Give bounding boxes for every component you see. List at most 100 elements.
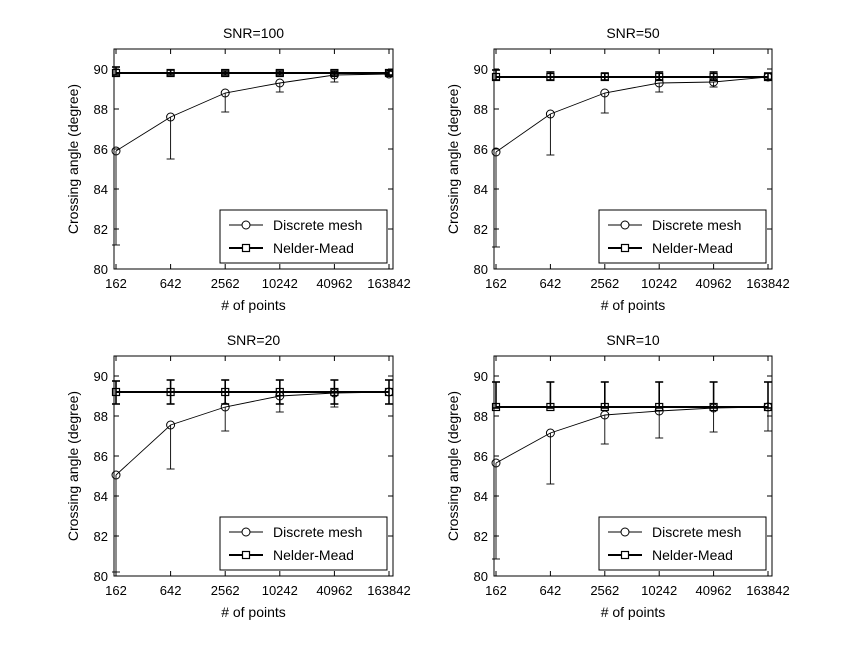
discrete-mesh-marker — [111, 470, 121, 480]
y-tick-label: 82 — [94, 529, 108, 544]
x-tick-label: 162 — [485, 276, 507, 291]
discrete-mesh-marker — [491, 458, 501, 468]
nelder-mead-marker — [384, 387, 394, 397]
nelder-mead-marker — [600, 72, 609, 82]
x-tick-label: 163842 — [367, 276, 410, 291]
nelder-mead-marker — [166, 387, 175, 397]
legend-marker-nelder-mead — [620, 243, 630, 253]
legend-marker-nelder-mead — [620, 550, 630, 560]
x-tick-label: 40962 — [696, 276, 732, 291]
y-axis-label: Crossing angle (degree) — [65, 84, 81, 234]
y-tick-label: 88 — [474, 102, 488, 117]
nelder-mead-marker — [546, 72, 555, 82]
chart-title: SNR=10 — [606, 332, 660, 348]
x-tick-label: 162 — [105, 276, 127, 291]
nelder-mead-marker — [709, 402, 718, 412]
y-tick-label: 80 — [474, 262, 488, 277]
y-tick-label: 82 — [94, 222, 108, 237]
legend-box — [219, 209, 388, 264]
x-tick-label: 10242 — [262, 276, 298, 291]
discrete-mesh-series-line — [115, 73, 390, 152]
y-tick-label: 82 — [474, 222, 488, 237]
x-tick-label: 10242 — [641, 583, 677, 598]
legend-label: Nelder-Mead — [273, 240, 354, 256]
x-tick-label: 642 — [160, 583, 182, 598]
legend-label: Discrete mesh — [273, 524, 362, 540]
nelder-mead-marker — [763, 72, 773, 82]
discrete-mesh-marker — [600, 88, 610, 98]
y-tick-label: 84 — [474, 489, 488, 504]
x-axis-label: # of points — [221, 297, 286, 313]
nelder-mead-marker — [275, 387, 284, 397]
legend-marker-discrete-mesh — [620, 527, 630, 537]
x-tick-label: 162 — [485, 583, 507, 598]
x-tick-label: 10242 — [262, 583, 298, 598]
legend-marker-nelder-mead — [241, 550, 251, 560]
subplot-snr-20: SNR=20 80 82 84 86 88 90 162 642 2562 10242 40962 16… — [65, 332, 411, 620]
nelder-mead-marker — [111, 387, 121, 397]
y-tick-label: 86 — [474, 449, 488, 464]
subplot-snr-50: SNR=50 80 82 84 86 88 90 162 642 2562 10242 40962 16… — [445, 25, 790, 313]
y-tick-label: 80 — [94, 569, 108, 584]
y-tick-label: 84 — [94, 182, 108, 197]
discrete-mesh-marker — [166, 112, 176, 122]
x-tick-label: 162 — [105, 583, 127, 598]
y-tick-label: 88 — [474, 409, 488, 424]
legend-marker-discrete-mesh — [620, 220, 630, 230]
legend-label: Discrete mesh — [652, 217, 741, 233]
x-tick-label: 40962 — [316, 583, 352, 598]
discrete-mesh-marker — [166, 420, 176, 430]
y-axis-label: Crossing angle (degree) — [445, 84, 461, 234]
x-axis-label: # of points — [601, 297, 666, 313]
nelder-mead-marker — [491, 402, 501, 412]
x-tick-label: 2562 — [211, 583, 240, 598]
discrete-mesh-marker — [545, 428, 555, 438]
nelder-mead-marker — [330, 387, 339, 397]
x-tick-label: 40962 — [316, 276, 352, 291]
legend-marker-discrete-mesh — [241, 220, 251, 230]
chart-title: SNR=20 — [227, 332, 281, 348]
discrete-mesh-marker — [275, 78, 285, 88]
nelder-mead-marker — [546, 402, 555, 412]
subplot-snr-10: SNR=10 80 82 84 86 88 90 162 642 2562 10242 40962 16… — [445, 332, 790, 620]
legend-label: Nelder-Mead — [652, 240, 733, 256]
y-tick-label: 84 — [94, 489, 108, 504]
legend-box — [219, 516, 388, 571]
x-tick-label: 2562 — [590, 276, 619, 291]
nelder-mead-marker — [763, 402, 773, 412]
nelder-mead-marker — [655, 402, 664, 412]
x-tick-label: 163842 — [367, 583, 410, 598]
y-axis-label: Crossing angle (degree) — [65, 391, 81, 541]
y-tick-label: 80 — [474, 569, 488, 584]
y-tick-label: 86 — [94, 449, 108, 464]
x-tick-label: 642 — [540, 276, 562, 291]
x-tick-label: 2562 — [590, 583, 619, 598]
x-tick-label: 40962 — [696, 583, 732, 598]
x-axis-label: # of points — [221, 604, 286, 620]
discrete-mesh-marker — [545, 109, 555, 119]
legend-marker-nelder-mead — [241, 243, 251, 253]
x-tick-label: 163842 — [746, 276, 789, 291]
legend-box — [598, 516, 767, 571]
x-tick-label: 642 — [540, 583, 562, 598]
nelder-mead-marker — [600, 402, 609, 412]
y-tick-label: 84 — [474, 182, 488, 197]
legend-box — [598, 209, 767, 264]
discrete-mesh-marker — [491, 147, 501, 157]
nelder-mead-marker — [166, 68, 175, 78]
y-axis-label: Crossing angle (degree) — [445, 391, 461, 541]
legend-label: Nelder-Mead — [273, 547, 354, 563]
legend-label: Nelder-Mead — [652, 547, 733, 563]
legend: Discrete mesh Nelder-Mead — [598, 209, 767, 264]
x-axis-label: # of points — [601, 604, 666, 620]
y-tick-label: 90 — [94, 369, 108, 384]
y-tick-label: 86 — [474, 142, 488, 157]
y-tick-label: 90 — [474, 369, 488, 384]
legend-marker-discrete-mesh — [241, 527, 251, 537]
x-tick-label: 10242 — [641, 276, 677, 291]
nelder-mead-marker — [275, 68, 284, 78]
y-tick-label: 88 — [94, 409, 108, 424]
chart-title: SNR=50 — [606, 25, 660, 41]
nelder-mead-marker — [330, 68, 339, 78]
discrete-mesh-marker — [111, 146, 121, 156]
